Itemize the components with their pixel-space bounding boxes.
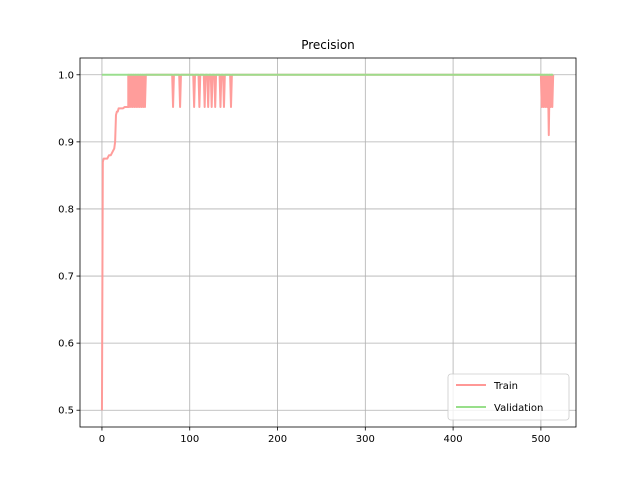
grid [80,58,576,427]
y-tick-label: 1.0 [58,70,74,81]
x-tick-label: 100 [180,434,199,445]
legend-label-train: Train [493,381,518,392]
chart-title: Precision [301,38,355,52]
x-axis: 0 100 200 300 400 500 [99,427,550,445]
y-tick-label: 0.9 [58,137,74,148]
series-layer [100,73,555,411]
y-tick-label: 0.7 [58,272,74,283]
x-tick-label: 0 [99,434,105,445]
legend-label-validation: Validation [494,403,543,414]
y-tick-label: 0.6 [58,339,74,350]
plot-area-background [80,58,576,427]
x-tick-label: 500 [531,434,550,445]
y-tick-label: 0.5 [58,406,74,417]
x-tick-label: 200 [268,434,287,445]
plot-frame [79,57,577,428]
x-tick-label: 300 [356,434,375,445]
y-axis: 0.5 0.6 0.7 0.8 0.9 1.0 [58,70,80,417]
y-tick-label: 0.8 [58,204,74,215]
legend: Train Validation [447,373,570,421]
x-tick-label: 400 [444,434,463,445]
